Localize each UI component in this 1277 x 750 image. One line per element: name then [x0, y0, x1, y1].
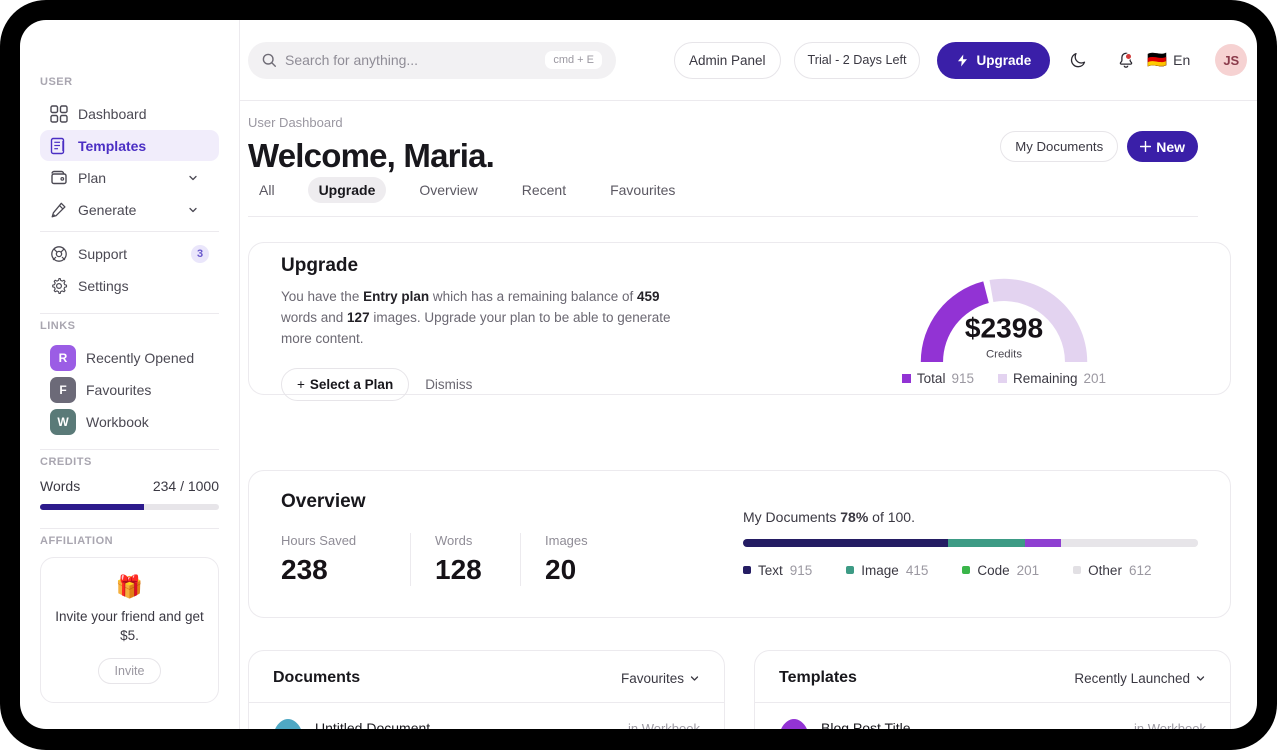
- svg-text:Credits: Credits: [986, 348, 1022, 360]
- svg-text:$2398: $2398: [965, 313, 1043, 344]
